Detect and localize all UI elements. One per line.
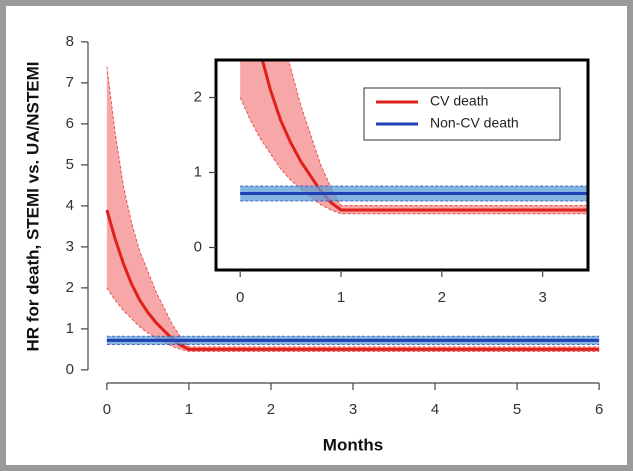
series-line — [260, 60, 588, 212]
ci-band — [240, 60, 588, 214]
y-tick-label: 2 — [194, 88, 202, 105]
x-tick-label: 0 — [103, 401, 111, 418]
y-tick-label: 1 — [66, 320, 74, 337]
y-tick-label: 2 — [66, 279, 74, 296]
ci-edge — [239, 97, 588, 215]
series-line — [105, 209, 600, 351]
x-tick-label: 0 — [236, 289, 244, 306]
legend-box — [363, 87, 561, 141]
x-tick-label: 1 — [337, 289, 345, 306]
x-tick-label: 3 — [538, 289, 546, 306]
y-tick-label: 7 — [66, 74, 74, 91]
y-tick-label: 0 — [194, 238, 202, 255]
x-tick-label: 2 — [438, 289, 446, 306]
y-tick-label: 1 — [194, 163, 202, 180]
y-tick-label: 6 — [66, 115, 74, 132]
y-tick-label: 3 — [66, 238, 74, 255]
inset-border — [214, 58, 590, 272]
y-axis-label: HR for death, STEMI vs. UA/NSTEMI — [23, 62, 42, 352]
x-tick-label: 1 — [185, 401, 193, 418]
x-tick-label: 2 — [267, 401, 275, 418]
plot-area — [105, 66, 600, 352]
x-tick-label: 4 — [431, 401, 439, 418]
legend-label: Non-CV death — [430, 115, 519, 131]
ci-edge — [106, 287, 600, 352]
y-tick-label: 0 — [66, 361, 74, 378]
x-tick-label: 3 — [349, 401, 357, 418]
x-tick-label: 5 — [513, 401, 521, 418]
x-axis-label: Months — [323, 435, 383, 454]
y-tick-label: 4 — [66, 197, 74, 214]
y-tick-label: 8 — [66, 33, 74, 50]
plot-area — [239, 60, 588, 215]
legend-label: CV death — [430, 93, 488, 109]
x-tick-label: 6 — [595, 401, 603, 418]
y-tick-label: 5 — [66, 156, 74, 173]
